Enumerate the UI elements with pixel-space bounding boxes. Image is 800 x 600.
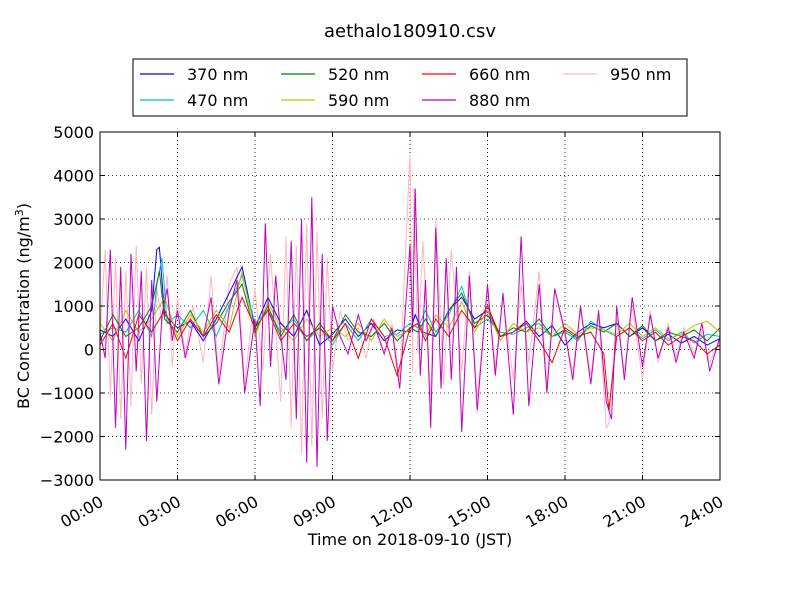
y-tick-label: −1000 xyxy=(40,384,94,403)
y-axis-label-superscript: 3 xyxy=(13,209,26,216)
x-tick-label: 00:00 xyxy=(57,492,106,532)
y-tick-label: 1000 xyxy=(53,297,94,316)
legend-label: 660 nm xyxy=(469,65,530,84)
series-line-880nm xyxy=(99,188,721,467)
legend-label: 370 nm xyxy=(187,65,248,84)
x-tick-label: 06:00 xyxy=(212,492,261,532)
y-tick-label: 2000 xyxy=(53,254,94,273)
y-axis-label-main: BC Concentration (ng/m xyxy=(14,216,33,409)
legend-label: 880 nm xyxy=(469,91,530,110)
legend-label: 520 nm xyxy=(328,65,389,84)
legend-label: 590 nm xyxy=(328,91,389,110)
y-tick-label: −3000 xyxy=(40,471,94,490)
x-tick-label: 15:00 xyxy=(445,492,494,532)
y-tick-label: 5000 xyxy=(53,123,94,142)
chart-title: aethalo180910.csv xyxy=(324,21,496,42)
y-axis-label: BC Concentration (ng/m3) xyxy=(13,203,33,409)
x-axis-ticks: 00:00 03:00 06:00 09:00 12:00 15:00 18:00 21:00… xyxy=(57,132,727,532)
x-tick-label: 21:00 xyxy=(600,492,649,532)
x-axis-label: Time on 2018-09-10 (JST) xyxy=(307,530,512,549)
y-tick-label: −2000 xyxy=(40,428,94,447)
y-axis-label-close: ) xyxy=(14,203,33,209)
legend-label: 470 nm xyxy=(187,91,248,110)
x-tick-label: 24:00 xyxy=(677,492,726,532)
y-tick-label: 0 xyxy=(84,341,94,360)
x-tick-label: 03:00 xyxy=(135,492,184,532)
x-tick-label: 12:00 xyxy=(367,492,416,532)
y-tick-label: 3000 xyxy=(53,210,94,229)
series-lines xyxy=(99,153,721,467)
legend-box xyxy=(132,58,688,117)
x-tick-label: 09:00 xyxy=(290,492,339,532)
series-line-590nm xyxy=(99,271,721,342)
y-tick-label: 4000 xyxy=(53,167,94,186)
legend: 370 nm 470 nm 520 nm 590 nm 660 nm 880 nm 950 … xyxy=(132,58,688,117)
y-axis-ticks: −3000 −2000 −1000 0 1000 2000 3000 4000 5000 xyxy=(40,123,720,490)
x-tick-label: 18:00 xyxy=(522,492,571,532)
legend-label: 950 nm xyxy=(610,65,671,84)
